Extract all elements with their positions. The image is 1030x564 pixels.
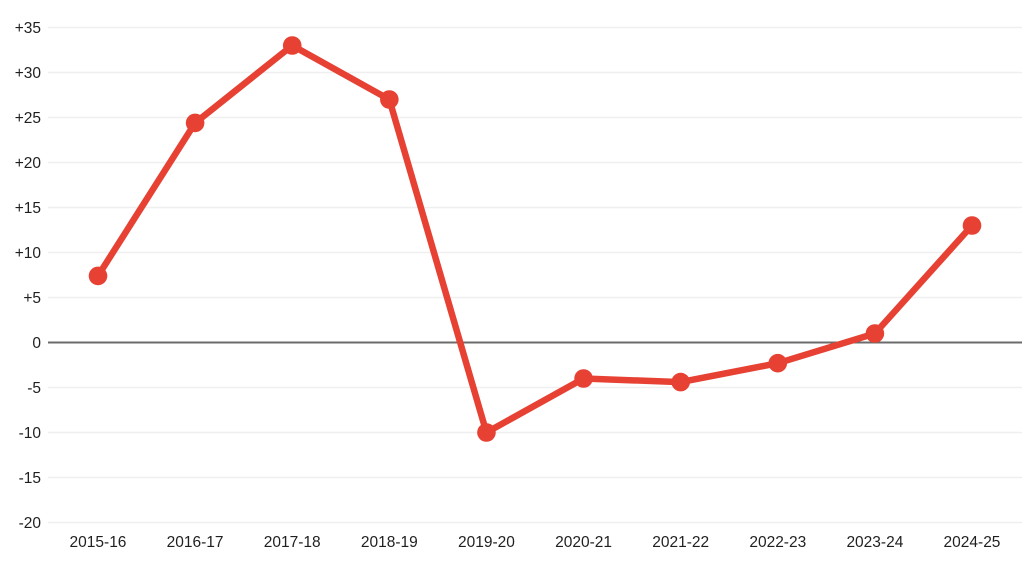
x-axis-tick-label: 2019-20 [458,534,515,551]
x-axis-tick-label: 2015-16 [70,534,127,551]
x-axis-tick-label: 2024-25 [944,534,1001,551]
x-axis-tick-label: 2017-18 [264,534,321,551]
data-point-marker [380,90,399,109]
data-point-marker [768,353,788,373]
series-line [94,42,976,436]
y-axis-tick-label: +15 [15,200,41,217]
y-axis-tick-label: +20 [15,155,42,172]
x-axis-tick-label: 2022-23 [749,534,806,551]
x-axis-tick-label: 2023-24 [846,534,903,551]
x-axis-tick-label: 2021-22 [652,534,709,551]
x-axis-tick-label: 2016-17 [167,534,224,551]
x-axis-tick-label: 2018-19 [361,534,418,551]
data-point-marker [477,423,496,442]
y-axis-tick-label: +5 [23,290,41,307]
y-axis-tick-label: +25 [15,110,41,127]
x-axis-tick-label: 2020-21 [555,534,612,551]
y-axis-tick-label: -15 [19,470,41,487]
data-point-marker [185,113,205,133]
data-point-marker [282,36,302,55]
data-point-marker [962,216,982,235]
data-point-marker [574,369,593,388]
y-axis-tick-label: 0 [32,335,41,352]
data-point-marker [865,324,885,343]
y-axis-tick-label: -10 [19,425,42,442]
y-axis-tick-label: +35 [15,20,41,37]
y-axis-tick-label: -5 [27,380,41,397]
data-point-marker [88,266,108,286]
y-axis-tick-label: -20 [19,515,42,532]
y-axis-tick-label: +10 [15,245,42,262]
y-axis-tick-label: +30 [15,65,42,82]
data-point-marker [671,372,690,392]
